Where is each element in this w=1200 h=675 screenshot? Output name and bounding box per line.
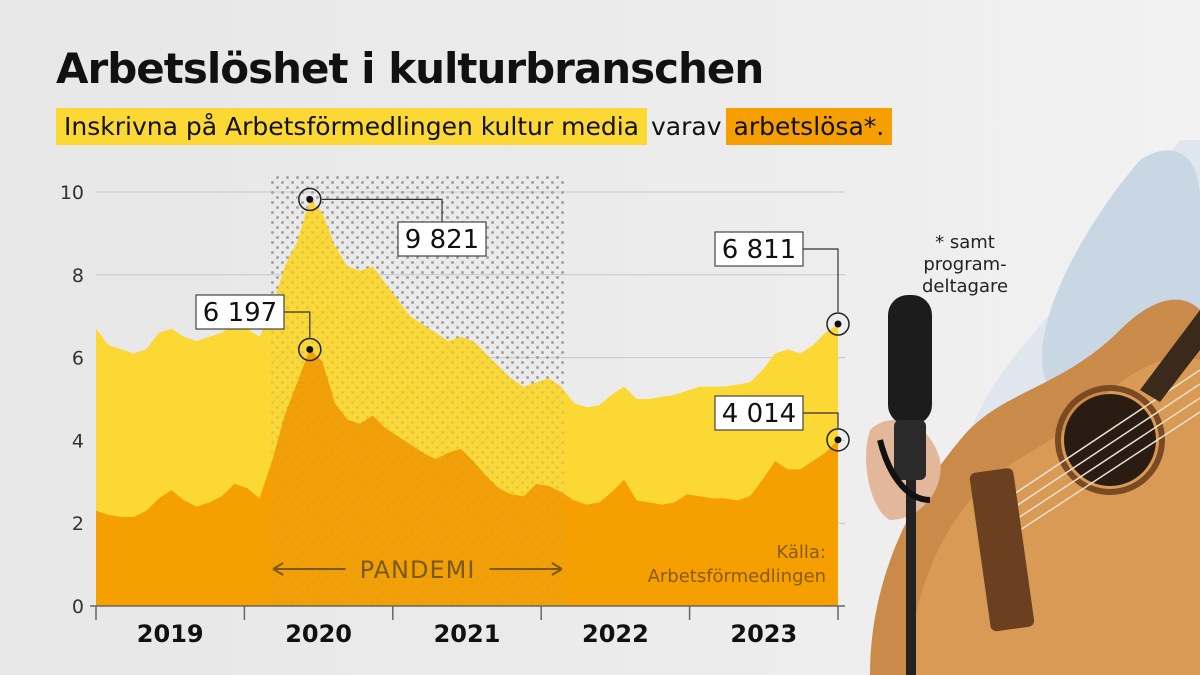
- callout-label: 4 014: [722, 399, 796, 429]
- callout-leader: [803, 248, 839, 313]
- source-group: Källa: Arbetsförmedlingen: [648, 542, 826, 587]
- callout-box: [397, 221, 487, 257]
- callout-leader: [803, 412, 839, 428]
- callout-box: [714, 395, 804, 431]
- guitarist-photo: [866, 140, 1200, 675]
- pandemic-arrow-left-head: [272, 562, 284, 576]
- pandemic-arrow-right-head: [551, 562, 563, 576]
- legend-connector: varav: [651, 112, 722, 141]
- chart-title: Arbetslöshet i kulturbranschen: [56, 44, 764, 93]
- source-line-2: Arbetsförmedlingen: [648, 566, 826, 587]
- year-label: 2020: [285, 620, 352, 648]
- callout-ring: [826, 312, 850, 336]
- callout-box: [714, 231, 804, 267]
- callout-point: [834, 436, 842, 444]
- callout-label: 9 821: [405, 225, 479, 255]
- callout-ring: [298, 337, 322, 362]
- y-tick-label: 6: [72, 348, 84, 370]
- year-label: 2019: [137, 620, 204, 648]
- pandemic-label: PANDEMI: [360, 556, 476, 584]
- year-label: 2021: [434, 620, 501, 648]
- y-tick-label: 2: [72, 513, 84, 535]
- legend-registered: Inskrivna på Arbetsförmedlingen kultur m…: [56, 108, 647, 145]
- callout-label: 6 197: [203, 298, 277, 328]
- callout-point: [306, 345, 314, 353]
- source-line-1: Källa:: [776, 542, 826, 563]
- axes: 0 2 4 6 8 10 2019 2020 2021 2022 2023: [60, 182, 845, 648]
- callout-ring: [298, 187, 322, 212]
- callout-point: [306, 195, 314, 203]
- callouts: 9 821 6 197 6 811 4 014: [195, 187, 850, 452]
- y-tick-label: 0: [72, 596, 84, 618]
- callout-leader: [321, 198, 443, 222]
- subtitle-legend: Inskrivna på Arbetsförmedlingen kultur m…: [56, 108, 893, 145]
- callout-box: [195, 294, 285, 330]
- y-tick-label: 10: [60, 182, 84, 204]
- callout-point: [834, 320, 842, 328]
- legend-unemployed: arbetslösa*.: [725, 108, 893, 145]
- y-tick-label: 8: [72, 265, 84, 287]
- pandemic-label-group: PANDEMI: [272, 556, 563, 584]
- footnote: * samt program-deltagare: [921, 232, 1009, 297]
- year-label: 2023: [730, 620, 797, 648]
- callout-ring: [826, 428, 850, 452]
- callout-label: 6 811: [722, 235, 796, 265]
- y-tick-label: 4: [72, 430, 84, 452]
- year-label: 2022: [582, 620, 649, 648]
- callout-leader: [284, 311, 311, 338]
